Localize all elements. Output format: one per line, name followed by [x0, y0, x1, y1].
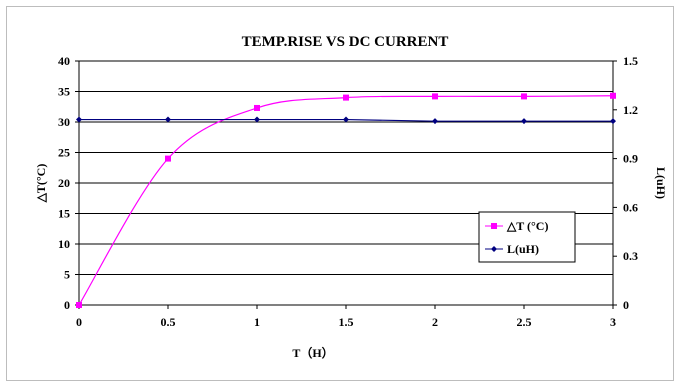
data-point-dt — [343, 94, 349, 101]
right-tick-label: 1.2 — [623, 103, 638, 117]
legend-label-l: L(uH) — [507, 242, 539, 256]
x-tick-label: 2 — [432, 315, 438, 329]
left-tick-label: 35 — [58, 85, 70, 99]
right-tick-label: 1.5 — [623, 54, 638, 68]
legend-marker-dt — [491, 223, 497, 229]
legend: △T (°C) L(uH) — [478, 211, 576, 263]
right-tick-label: 0.6 — [623, 200, 638, 214]
data-point-l — [343, 116, 349, 123]
chart-frame: TEMP.RISE VS DC CURRENT 0 5 10 15 20 25 30 35 40… — [6, 6, 674, 381]
data-point-dt — [254, 104, 260, 111]
right-tick-label: 0.3 — [623, 249, 638, 263]
data-point-l — [254, 116, 260, 123]
data-point-l — [76, 116, 82, 123]
left-tick-label: 40 — [58, 54, 70, 68]
right-tick-label: 0.9 — [623, 152, 638, 166]
left-tick-label: 5 — [64, 268, 70, 282]
x-tick-label: 0.5 — [161, 315, 176, 329]
left-tick-label: 10 — [58, 237, 70, 251]
data-point-l — [165, 116, 171, 123]
left-tick-label: 20 — [58, 176, 70, 190]
x-tick-label: 0 — [76, 315, 82, 329]
x-axis-ticks: 0 0.5 1 1.5 2 2.5 3 — [76, 305, 616, 329]
y-axis-label-right: L(uH) — [654, 167, 668, 199]
data-point-dt — [521, 93, 527, 100]
data-point-l — [521, 118, 527, 125]
left-tick-label: 15 — [58, 207, 70, 221]
legend-marker-l — [491, 246, 497, 252]
series-layer — [76, 92, 616, 308]
left-tick-label: 25 — [58, 146, 70, 160]
x-tick-label: 2.5 — [517, 315, 532, 329]
legend-box — [478, 211, 576, 263]
x-axis-label: T（H） — [292, 345, 333, 360]
x-tick-label: 1 — [254, 315, 260, 329]
chart: TEMP.RISE VS DC CURRENT 0510152025303540… — [34, 34, 668, 360]
chart-title: TEMP.RISE VS DC CURRENT — [242, 34, 449, 50]
data-point-dt — [76, 302, 82, 308]
left-tick-label: 30 — [58, 115, 70, 129]
data-point-dt — [610, 92, 616, 99]
x-tick-label: 1.5 — [339, 315, 354, 329]
data-point-l — [610, 118, 616, 125]
left-axis-ticks: 0 5 10 15 20 25 30 35 40 — [58, 54, 79, 312]
y-axis-label-left: △T(°C) — [34, 164, 48, 204]
data-point-l — [432, 118, 438, 125]
series-line-dt — [78, 95, 614, 306]
legend-label-dt: △T (°C) — [506, 219, 548, 233]
data-point-dt — [165, 155, 171, 162]
x-tick-label: 3 — [610, 315, 616, 329]
data-point-dt — [432, 93, 438, 100]
right-tick-label: 0 — [623, 298, 629, 312]
right-axis-ticks: 0 0.3 0.6 0.9 1.2 1.5 — [613, 54, 638, 312]
left-tick-label: 0 — [64, 298, 70, 312]
